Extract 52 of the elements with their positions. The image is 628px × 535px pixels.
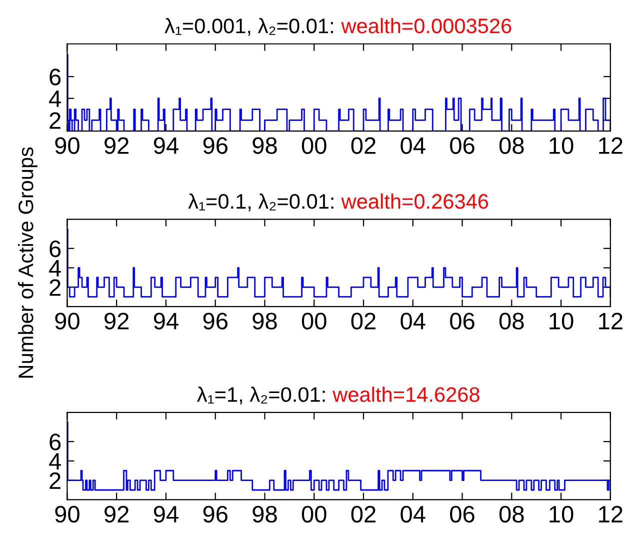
x-tick-label: 04 (400, 506, 426, 523)
y-tick-label: 6 (50, 434, 61, 450)
x-tick-label: 98 (252, 137, 277, 154)
x-tick-label: 08 (499, 137, 524, 154)
x-tick-label: 96 (203, 137, 228, 154)
x-tick-label: 92 (104, 137, 129, 154)
x-tick-label: 10 (550, 506, 574, 523)
x-tick-label: 08 (499, 506, 524, 523)
y-tick-label: 4 (49, 453, 61, 470)
x-tick-label: 96 (203, 312, 228, 330)
x-tick-label: 12 (599, 137, 622, 154)
x-tick-label: 94 (154, 137, 178, 154)
x-tick-label: 06 (450, 506, 474, 523)
x-tick-label: 10 (550, 137, 574, 154)
x-tick-label: 90 (55, 312, 80, 330)
x-tick-label: 90 (55, 506, 80, 523)
x-tick-label: 04 (400, 312, 426, 330)
y-tick-label: 2 (50, 472, 60, 489)
x-tick-label: 02 (351, 312, 376, 330)
x-tick-label: 06 (450, 312, 474, 330)
x-tick-label: 96 (203, 506, 228, 523)
y-tick-label: 6 (50, 240, 61, 258)
x-tick-label: 90 (55, 137, 80, 154)
x-tick-label: 92 (104, 312, 129, 330)
y-tick-label: 2 (50, 112, 60, 129)
chart-title: λ₁=1, λ₂=0.01: (197, 386, 325, 404)
x-tick-label: 00 (302, 137, 326, 154)
x-tick-label: 00 (302, 312, 326, 330)
x-tick-label: 98 (252, 312, 277, 330)
x-tick-label: 94 (154, 312, 178, 330)
chart-subtitle: wealth=14.6268 (332, 386, 480, 402)
x-tick-label: 94 (154, 506, 178, 523)
chart-subtitle: wealth=0.0003526 (341, 18, 512, 34)
x-tick-label: 02 (351, 137, 376, 154)
x-tick-label: 00 (302, 506, 326, 523)
y-axis-title: Number of Active Groups (18, 147, 38, 378)
y-tick-label: 4 (49, 90, 61, 107)
x-tick-label: 98 (252, 506, 277, 523)
chart-title: λ₁=0.1, λ₂=0.01: (188, 194, 334, 212)
x-tick-label: 08 (499, 312, 524, 330)
y-tick-label: 6 (50, 68, 61, 86)
y-tick-label: 4 (49, 260, 61, 276)
x-tick-label: 92 (104, 506, 129, 523)
chart-title: λ₁=0.001, λ₂=0.01: (164, 18, 333, 36)
x-tick-label: 02 (351, 506, 376, 523)
x-tick-label: 04 (400, 137, 426, 154)
x-tick-label: 12 (599, 506, 622, 522)
chart-subtitle: wealth=0.26346 (341, 194, 488, 209)
y-tick-label: 2 (50, 279, 60, 296)
x-tick-label: 10 (550, 312, 574, 330)
x-tick-label: 12 (599, 312, 622, 330)
x-tick-label: 06 (450, 137, 474, 154)
